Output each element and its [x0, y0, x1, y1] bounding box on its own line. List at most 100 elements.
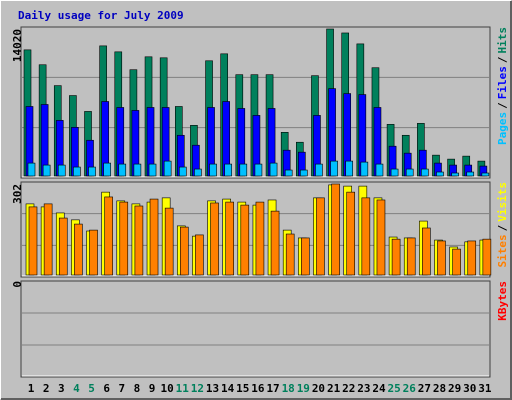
- bar: [42, 164, 51, 177]
- x-tick-label: 10: [161, 382, 174, 395]
- bar: [301, 237, 310, 276]
- bar: [134, 205, 144, 276]
- bar: [467, 240, 477, 276]
- legend: Pages / Files / Hits: [496, 27, 509, 145]
- bar: [330, 160, 338, 177]
- y-max-label: 0: [11, 281, 24, 288]
- bar: [316, 197, 325, 276]
- legend-entry: Files: [496, 66, 509, 99]
- legend-entry: Sites: [496, 234, 509, 267]
- bar: [315, 163, 323, 177]
- bar: [255, 201, 265, 276]
- bar: [361, 197, 371, 276]
- bar: [194, 168, 202, 177]
- bar: [300, 169, 308, 177]
- legend-separator: /: [496, 224, 509, 231]
- bar: [89, 229, 98, 276]
- bar: [133, 163, 142, 177]
- legend-separator: /: [496, 102, 509, 109]
- x-tick-label: 5: [88, 382, 95, 395]
- bar: [437, 240, 446, 276]
- bar: [466, 171, 475, 177]
- x-tick-label: 2: [43, 382, 50, 395]
- bar: [270, 210, 280, 276]
- bar: [118, 163, 127, 177]
- chart-title: Daily usage for July 2009: [18, 9, 184, 22]
- legend-entry: Pages: [496, 112, 509, 145]
- bar: [482, 238, 492, 276]
- bar: [405, 168, 414, 177]
- bar: [28, 206, 38, 276]
- x-tick-label: 21: [327, 382, 341, 395]
- bar: [481, 172, 490, 177]
- x-tick-label: 24: [372, 382, 386, 395]
- x-tick-label: 16: [251, 382, 265, 395]
- bar: [421, 168, 429, 177]
- bar: [74, 223, 83, 276]
- bar: [345, 160, 354, 177]
- bar: [27, 162, 36, 177]
- x-tick-label: 26: [403, 382, 417, 395]
- legend-entry: KBytes: [496, 281, 509, 321]
- x-tick-label: 12: [191, 382, 204, 395]
- bar: [209, 163, 217, 177]
- x-tick-label: 14: [221, 382, 235, 395]
- bar: [119, 201, 129, 276]
- bar: [284, 169, 293, 177]
- bar: [195, 234, 204, 276]
- legend-entry: Visits: [496, 182, 509, 222]
- bar: [331, 183, 340, 276]
- x-tick-label: 27: [418, 382, 431, 395]
- bar: [451, 172, 459, 177]
- x-tick-label: 4: [73, 382, 80, 395]
- bar: [149, 198, 159, 276]
- bar: [224, 163, 232, 177]
- bar: [436, 171, 444, 177]
- panel: [20, 280, 491, 378]
- bar: [406, 237, 416, 276]
- legend-separator: /: [496, 56, 509, 63]
- bar: [452, 248, 461, 276]
- bar: [390, 168, 399, 177]
- x-tick-label: 3: [58, 382, 65, 395]
- x-tick-label: 11: [176, 382, 190, 395]
- legend: KBytes: [496, 281, 509, 321]
- bar: [58, 217, 68, 276]
- bar: [254, 163, 263, 177]
- bar: [269, 162, 278, 177]
- bar: [179, 226, 189, 276]
- bar: [391, 238, 401, 276]
- bar: [422, 227, 431, 276]
- bar: [225, 201, 234, 276]
- x-tick-label: 20: [312, 382, 325, 395]
- x-tick-label: 17: [266, 382, 279, 395]
- y-max-label: 302: [11, 184, 24, 204]
- x-tick-label: 22: [342, 382, 355, 395]
- x-tick-label: 19: [297, 382, 310, 395]
- bar: [164, 207, 174, 276]
- bar: [239, 163, 248, 177]
- y-max-label: 14020: [11, 29, 24, 62]
- bar: [104, 196, 113, 276]
- bar: [88, 166, 96, 177]
- bar: [360, 161, 369, 177]
- x-tick-label: 8: [134, 382, 141, 395]
- x-tick-label: 18: [282, 382, 295, 395]
- bar: [285, 233, 295, 276]
- x-tick-label: 6: [103, 382, 110, 395]
- bar: [178, 166, 187, 177]
- bar: [57, 164, 66, 177]
- x-tick-label: 25: [387, 382, 400, 395]
- legend: Sites / Visits: [496, 182, 509, 268]
- x-tick-label: 23: [357, 382, 370, 395]
- bar: [375, 163, 384, 177]
- x-tick-label: 15: [236, 382, 249, 395]
- x-tick-label: 7: [118, 382, 125, 395]
- x-tick-label: 13: [206, 382, 219, 395]
- bar: [240, 204, 250, 276]
- x-tick-label: 30: [463, 382, 476, 395]
- bar: [73, 166, 81, 177]
- x-tick-label: 29: [448, 382, 461, 395]
